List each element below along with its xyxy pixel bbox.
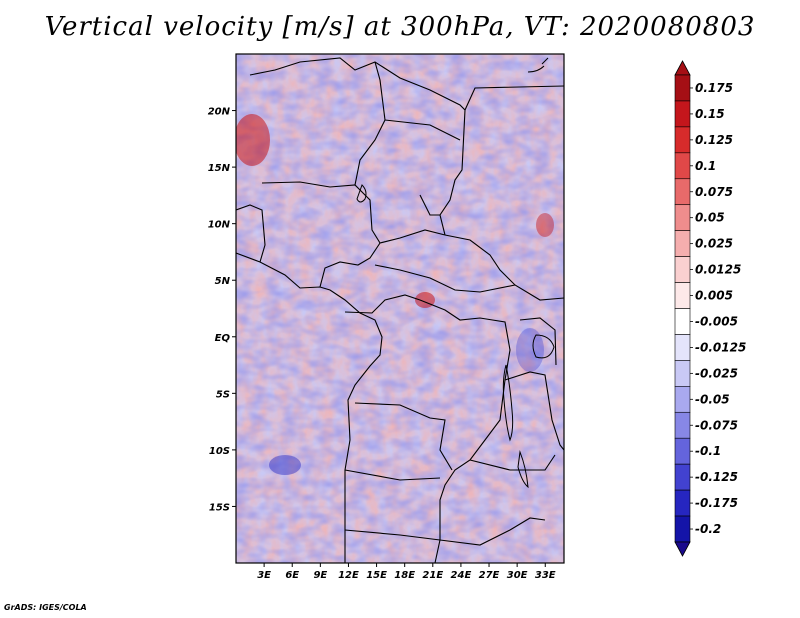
colorbar-label: 0.1 [695, 159, 716, 173]
colorbar-swatch [674, 152, 691, 180]
lat-tick-label: EQ [215, 333, 231, 344]
lat-tick-label: 5N [215, 276, 231, 287]
colorbar-swatch [674, 230, 691, 257]
colorbar-swatch [674, 463, 691, 491]
colorbar-label: 0.025 [695, 237, 733, 251]
grads-credit: GrADS: IGES/COLA [4, 603, 87, 612]
vertical-velocity-field [236, 54, 564, 563]
plot-title: Vertical velocity [m/s] at 300hPa, VT: 2… [44, 12, 756, 42]
colorbar-max-arrow [674, 60, 691, 76]
colorbar-swatch [674, 126, 691, 154]
country-borders [236, 57, 564, 563]
lon-tick-label: 24E [451, 570, 472, 581]
colorbar: 0.175 0.15 0.125 0.1 0.075 0.05 0.025 0.0125 0.0… [674, 60, 746, 557]
colorbar-label: -0.005 [695, 314, 738, 328]
lon-tick-label: 3E [257, 570, 271, 581]
lon-tick-label: 27E [479, 570, 500, 581]
lake-victoria [532, 334, 555, 359]
colorbar-swatch [674, 178, 691, 206]
latitude-axis: 20N 15N 10N 5N EQ 5S 10S 15S [208, 107, 236, 513]
colorbar-swatch [674, 411, 691, 439]
strong-ascent-cell [236, 114, 270, 166]
lake-tanganyika [502, 364, 514, 442]
lake-outlines [356, 57, 555, 489]
lon-tick-label: 12E [338, 570, 359, 581]
lat-tick-label: 20N [208, 107, 231, 118]
colorbar-label: -0.175 [695, 496, 738, 510]
colorbar-min-arrow [674, 541, 691, 557]
colorbar-swatch [674, 256, 691, 283]
lat-tick-label: 10S [209, 446, 230, 457]
lat-tick-label: 15S [209, 502, 230, 513]
colorbar-swatch [674, 74, 691, 102]
map-frame [235, 53, 565, 564]
colorbar-label: 0.05 [695, 211, 725, 225]
lake-chad [356, 184, 367, 203]
colorbar-label: -0.125 [695, 470, 738, 484]
colorbar-label: -0.2 [695, 522, 721, 536]
lake-malawi [517, 450, 529, 489]
colorbar-label: 0.125 [695, 133, 733, 147]
lon-tick-label: 33E [535, 570, 556, 581]
colorbar-swatch [674, 308, 691, 335]
colorbar-label: -0.1 [695, 444, 721, 458]
colorbar-swatch [674, 489, 691, 517]
colorbar-label: 0.075 [695, 185, 733, 199]
colorbar-label: -0.075 [695, 418, 738, 432]
colorbar-label: 0.15 [695, 107, 725, 121]
colorbar-label: 0.0125 [695, 263, 741, 277]
colorbar-swatch [674, 100, 691, 128]
colorbar-label: -0.0125 [695, 340, 746, 354]
colorbar-swatch [674, 360, 691, 387]
lon-tick-label: 21E [422, 570, 443, 581]
lon-tick-label: 6E [285, 570, 299, 581]
colorbar-swatch [674, 437, 691, 465]
strong-ascent-cell [536, 213, 554, 237]
lon-tick-label: 18E [394, 570, 415, 581]
colorbar-label: 0.175 [695, 81, 733, 95]
lat-tick-label: 10N [208, 220, 231, 231]
colorbar-label: -0.05 [695, 392, 730, 406]
lat-tick-label: 15N [208, 163, 231, 174]
field-descent-pattern [236, 54, 564, 563]
colorbar-swatch [674, 204, 691, 231]
lon-tick-label: 15E [366, 570, 387, 581]
strong-ascent-cell [415, 292, 435, 308]
colorbar-label: -0.025 [695, 366, 738, 380]
lon-tick-label: 30E [507, 570, 528, 581]
coastline-red-sea [527, 57, 549, 73]
lat-tick-label: 5S [216, 389, 230, 400]
colorbar-swatch [674, 386, 691, 413]
lon-tick-label: 9E [313, 570, 327, 581]
colorbar-swatch [674, 282, 691, 309]
colorbar-label: 0.005 [695, 289, 733, 303]
strong-descent-cell [269, 455, 301, 475]
colorbar-swatch [674, 515, 691, 543]
strong-descent-cell [516, 328, 544, 372]
colorbar-swatch [674, 334, 691, 361]
longitude-axis: 3E 6E 9E 12E 15E 18E 21E 24E 27E 30E 33E [257, 563, 556, 581]
